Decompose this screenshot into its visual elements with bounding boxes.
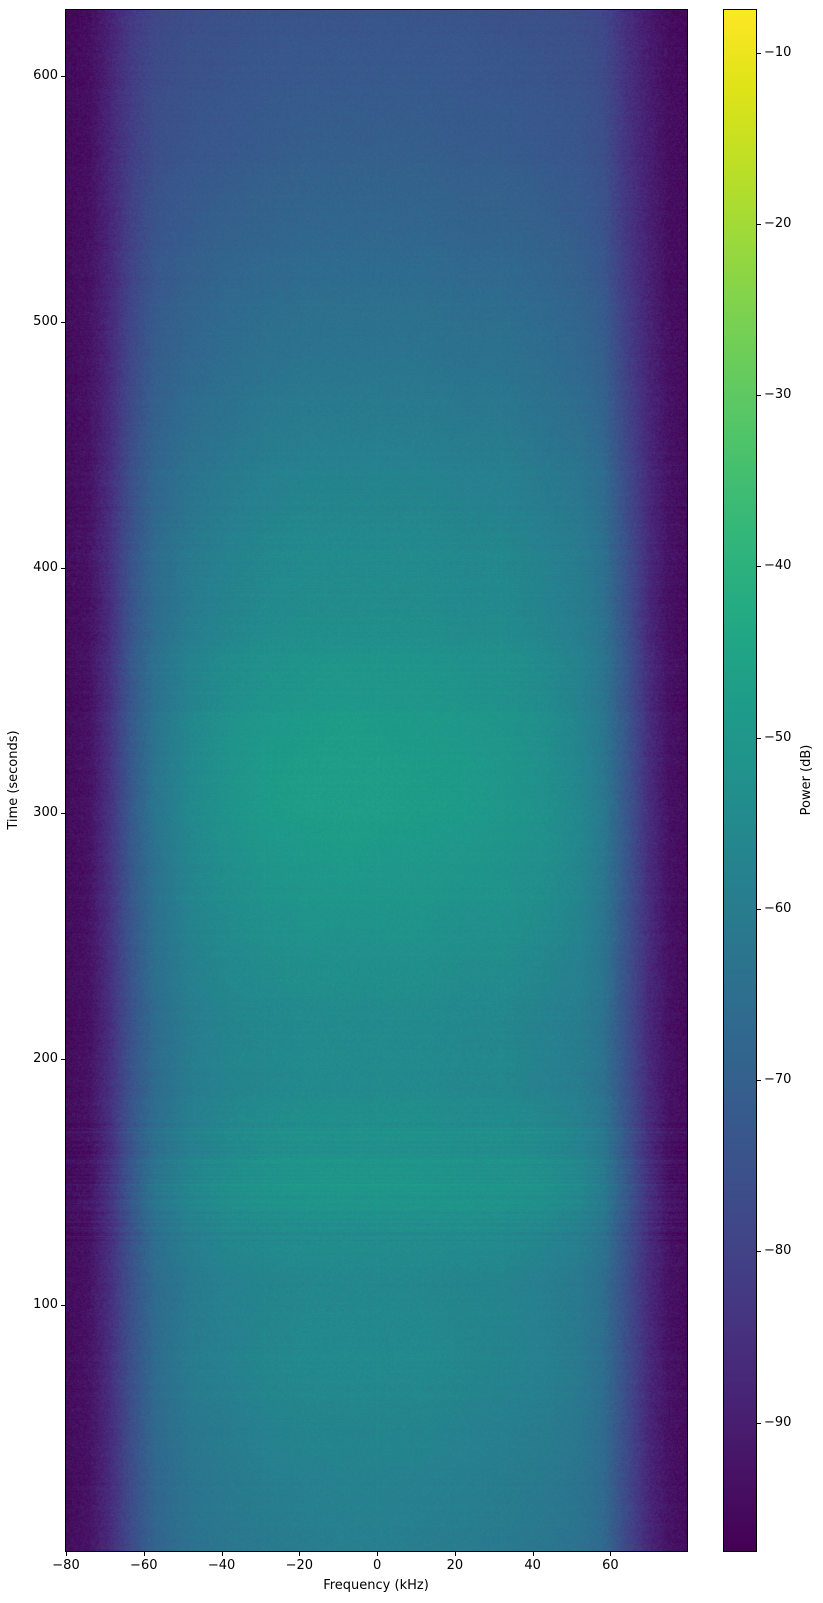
colorbar-tick-label: −60 [764, 900, 792, 916]
colorbar-tick [757, 224, 761, 226]
colorbar-tick-label: −80 [764, 1243, 792, 1259]
y-tick-label: 200 [33, 1051, 58, 1067]
x-tick [143, 1552, 145, 1556]
colorbar-tick-label: −70 [764, 1072, 792, 1088]
colorbar-tick-label: −90 [764, 1414, 792, 1430]
x-tick [221, 1552, 223, 1556]
y-tick [61, 1305, 65, 1307]
y-tick [61, 567, 65, 569]
spectrogram-canvas [66, 10, 687, 1551]
heatmap-plot [65, 9, 688, 1552]
y-tick [61, 321, 65, 323]
colorbar-tick-label: −30 [764, 387, 792, 403]
x-tick-label: −60 [130, 1558, 158, 1573]
y-tick [61, 813, 65, 815]
x-tick [299, 1552, 301, 1556]
y-tick-label: 600 [33, 67, 58, 83]
x-tick [66, 1552, 67, 1556]
colorbar-tick [757, 737, 761, 739]
y-tick-label: 400 [33, 559, 58, 575]
colorbar-tick-label: −10 [764, 44, 792, 60]
x-tick-label: −80 [52, 1558, 80, 1573]
y-tick-label: 500 [33, 313, 58, 329]
x-tick-label: 40 [524, 1558, 541, 1573]
x-tick-label: −40 [207, 1558, 236, 1573]
colorbar-tick [757, 1251, 761, 1253]
y-tick [61, 75, 65, 77]
colorbar-tick-label: −50 [764, 729, 792, 745]
colorbar-tick [757, 395, 761, 397]
colorbar-tick-label: −20 [764, 216, 792, 232]
colorbar-label: Power (dB) [799, 744, 814, 816]
y-tick [61, 1059, 65, 1061]
x-tick [454, 1552, 456, 1556]
x-axis-label: Frequency (kHz) [323, 1578, 429, 1593]
x-tick [377, 1552, 379, 1556]
colorbar-tick [757, 908, 761, 910]
colorbar-tick [757, 1422, 761, 1424]
x-tick-label: −20 [285, 1558, 314, 1573]
x-tick [532, 1552, 534, 1556]
colorbar-tick [757, 566, 761, 568]
x-tick-label: 20 [446, 1558, 464, 1573]
x-tick-label: 60 [602, 1558, 619, 1573]
colorbar-tick-label: −40 [764, 558, 792, 574]
y-tick-label: 300 [33, 805, 58, 821]
colorbar [723, 9, 757, 1552]
colorbar-tick [757, 1080, 761, 1082]
y-axis-label: Time (seconds) [6, 730, 21, 830]
x-tick-label: 0 [372, 1558, 382, 1573]
colorbar-tick [757, 52, 761, 54]
x-tick [610, 1552, 612, 1556]
y-tick-label: 100 [33, 1297, 58, 1313]
colorbar-gradient [724, 10, 756, 1551]
